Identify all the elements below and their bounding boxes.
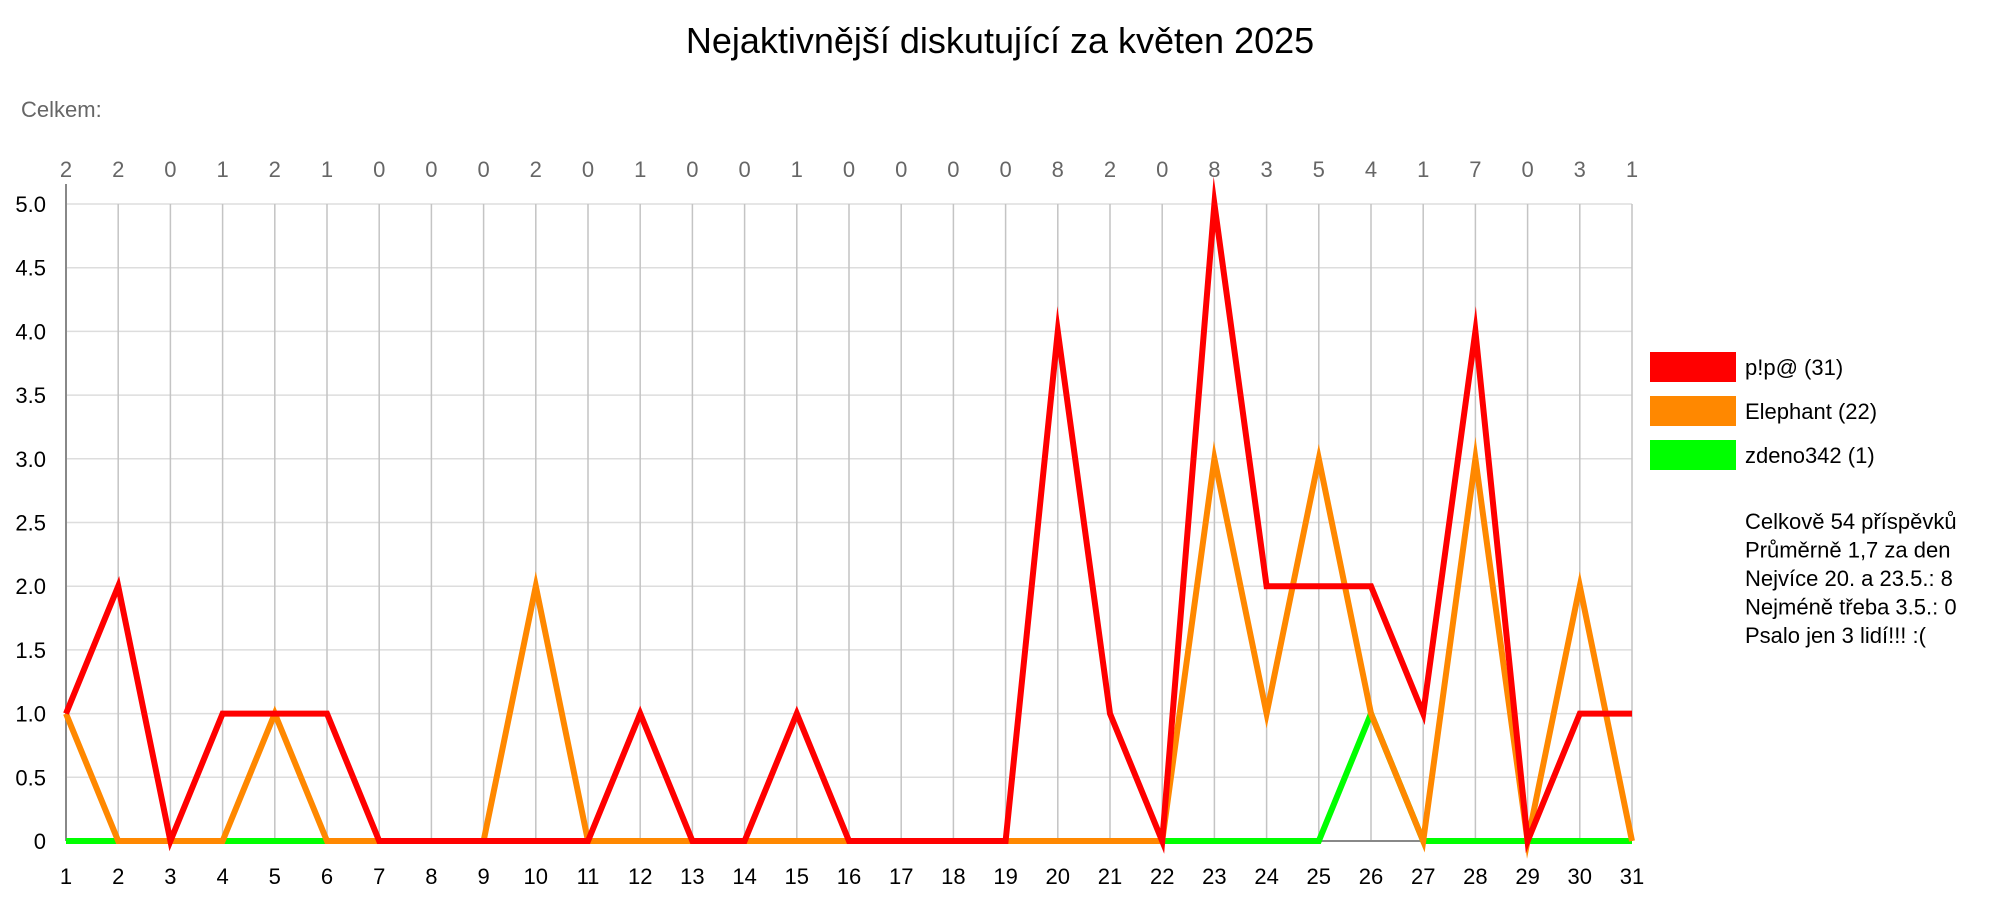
stats-line: Celkově 54 příspěvků <box>1745 509 1957 534</box>
daily-total-label: 0 <box>1156 157 1168 182</box>
y-tick-label: 3.5 <box>15 383 46 408</box>
daily-total-label: 0 <box>164 157 176 182</box>
daily-total-label: 0 <box>477 157 489 182</box>
x-tick-label: 27 <box>1411 864 1435 889</box>
y-tick-label: 3.0 <box>15 447 46 472</box>
y-tick-label: 2.0 <box>15 574 46 599</box>
x-tick-label: 12 <box>628 864 652 889</box>
legend-label: p!p@ (31) <box>1745 355 1843 380</box>
daily-total-label: 8 <box>1208 157 1220 182</box>
daily-total-label: 0 <box>686 157 698 182</box>
daily-total-label: 1 <box>1626 157 1638 182</box>
x-tick-label: 20 <box>1046 864 1070 889</box>
x-tick-label: 3 <box>164 864 176 889</box>
x-tick-label: 13 <box>680 864 704 889</box>
legend-swatch <box>1650 352 1736 382</box>
daily-total-label: 0 <box>582 157 594 182</box>
daily-total-label: 1 <box>791 157 803 182</box>
legend-label: zdeno342 (1) <box>1745 443 1875 468</box>
daily-total-label: 1 <box>1417 157 1429 182</box>
x-tick-label: 15 <box>785 864 809 889</box>
x-tick-label: 10 <box>524 864 548 889</box>
daily-total-label: 2 <box>269 157 281 182</box>
daily-total-label: 0 <box>425 157 437 182</box>
daily-total-label: 7 <box>1469 157 1481 182</box>
daily-total-label: 3 <box>1574 157 1586 182</box>
x-tick-label: 31 <box>1620 864 1644 889</box>
stats-line: Psalo jen 3 lidí!!! :( <box>1745 623 1927 648</box>
x-tick-label: 11 <box>577 864 600 889</box>
legend: p!p@ (31) Elephant (22) zdeno342 (1) <box>1650 352 1877 470</box>
daily-total-label: 1 <box>216 157 228 182</box>
x-tick-label: 26 <box>1359 864 1383 889</box>
daily-total-label: 1 <box>634 157 646 182</box>
daily-total-labels: 2 2 0 1 2 1 0 0 0 2 0 1 0 0 1 0 0 0 0 8 2 0 8 3 5 4 1 7 0 3 1 <box>60 157 1638 182</box>
x-tick-label: 28 <box>1463 864 1487 889</box>
x-axis-ticks: 1 2 3 4 5 6 7 8 9 10 11 12 13 14 15 16 17 18 19 20 21 22 23 24 2… <box>60 864 1644 889</box>
stats-line: Nejméně třeba 3.5.: 0 <box>1745 595 1957 620</box>
x-tick-label: 4 <box>216 864 228 889</box>
x-tick-label: 23 <box>1202 864 1226 889</box>
y-tick-label: 4.5 <box>15 256 46 281</box>
x-tick-label: 8 <box>425 864 437 889</box>
daily-total-label: 0 <box>947 157 959 182</box>
chart-subtitle: Celkem: <box>21 97 102 122</box>
x-tick-label: 19 <box>993 864 1017 889</box>
grid <box>65 203 1633 842</box>
daily-total-label: 0 <box>895 157 907 182</box>
y-tick-label: 1.0 <box>15 702 46 727</box>
legend-swatch <box>1650 440 1736 470</box>
daily-total-label: 1 <box>321 157 333 182</box>
y-tick-label: 2.5 <box>15 511 46 536</box>
y-tick-label: 0.5 <box>15 765 46 790</box>
y-tick-label: 0 <box>34 829 46 854</box>
y-tick-label: 1.5 <box>15 638 46 663</box>
chart-title: Nejaktivnější diskutující za květen 2025 <box>686 20 1314 61</box>
x-tick-label: 7 <box>373 864 385 889</box>
stats-line: Průměrně 1,7 za den <box>1745 538 1950 563</box>
x-tick-label: 24 <box>1254 864 1278 889</box>
x-tick-label: 1 <box>60 864 72 889</box>
daily-total-label: 0 <box>1521 157 1533 182</box>
daily-total-label: 3 <box>1260 157 1272 182</box>
daily-total-label: 2 <box>112 157 124 182</box>
legend-swatch <box>1650 396 1736 426</box>
x-tick-label: 29 <box>1515 864 1539 889</box>
x-tick-label: 14 <box>732 864 756 889</box>
daily-total-label: 2 <box>60 157 72 182</box>
x-tick-label: 17 <box>889 864 913 889</box>
stats-annotations: Celkově 54 příspěvků Průměrně 1,7 za den N… <box>1745 509 1957 648</box>
x-tick-label: 2 <box>112 864 124 889</box>
x-tick-label: 30 <box>1568 864 1592 889</box>
daily-total-label: 2 <box>530 157 542 182</box>
x-tick-label: 21 <box>1098 864 1122 889</box>
daily-total-label: 0 <box>738 157 750 182</box>
legend-label: Elephant (22) <box>1745 399 1877 424</box>
x-tick-label: 25 <box>1307 864 1331 889</box>
daily-total-label: 0 <box>373 157 385 182</box>
daily-total-label: 0 <box>999 157 1011 182</box>
stats-line: Nejvíce 20. a 23.5.: 8 <box>1745 566 1953 591</box>
daily-total-label: 5 <box>1313 157 1325 182</box>
y-tick-label: 4.0 <box>15 319 46 344</box>
daily-total-label: 8 <box>1052 157 1064 182</box>
series-line <box>63 176 1632 854</box>
x-tick-label: 22 <box>1150 864 1174 889</box>
y-tick-label: 5.0 <box>15 192 46 217</box>
daily-total-label: 2 <box>1104 157 1116 182</box>
x-tick-label: 5 <box>269 864 281 889</box>
x-tick-label: 18 <box>941 864 965 889</box>
series-lines <box>63 176 1635 859</box>
x-tick-label: 16 <box>837 864 861 889</box>
x-tick-label: 6 <box>321 864 333 889</box>
x-tick-label: 9 <box>477 864 489 889</box>
daily-total-label: 4 <box>1365 157 1377 182</box>
y-axis-ticks: 0 0.5 1.0 1.5 2.0 2.5 3.0 3.5 4.0 4.5 5.0 <box>15 192 46 854</box>
daily-total-label: 0 <box>843 157 855 182</box>
